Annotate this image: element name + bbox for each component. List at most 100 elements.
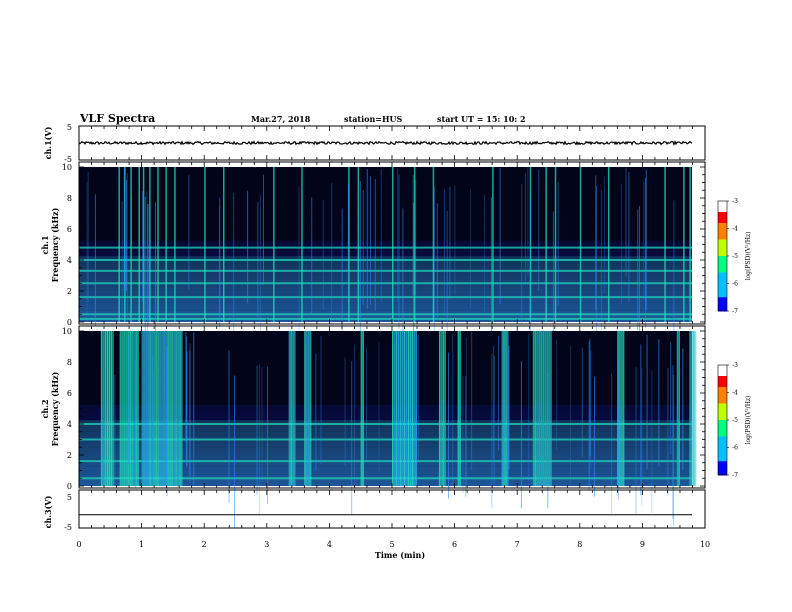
noise-band (79, 205, 692, 210)
noise-streak (144, 196, 146, 349)
burst-streak (550, 331, 552, 486)
noise-band (79, 263, 692, 268)
ch2-spectrogram (79, 331, 697, 529)
burst-line (222, 167, 225, 322)
ch2-channel-label: ch.2 (40, 399, 50, 418)
noise-streak (398, 174, 400, 329)
noise-streak (491, 353, 493, 508)
burst-streak (394, 331, 395, 486)
burst-streak (149, 331, 151, 486)
burst-region (360, 331, 364, 486)
noise-streak (219, 197, 221, 328)
colorbar-segment (718, 247, 727, 251)
noise-streak (125, 179, 127, 292)
noise-streak (556, 339, 558, 451)
burst-streak (416, 331, 417, 486)
burst-line (118, 167, 120, 322)
burst-streak (507, 331, 509, 486)
noise-streak (595, 175, 597, 311)
noise-streak (114, 374, 116, 486)
colorbar-tick-label: -6 (732, 445, 738, 452)
colorbar-segment (718, 425, 727, 429)
noise-band (79, 267, 692, 272)
burst-streak (100, 331, 102, 486)
burst-line (204, 167, 206, 322)
noise-streak (121, 201, 123, 318)
burst-streak (147, 331, 149, 486)
burst-streak (548, 331, 550, 486)
burst-streak (442, 331, 444, 486)
burst-streak (310, 331, 312, 486)
noise-band (79, 431, 692, 436)
noise-streak (152, 369, 154, 483)
ch1-spectrogram (79, 167, 692, 360)
noise-band (79, 443, 692, 448)
noise-band (79, 408, 692, 413)
noise-streak (267, 366, 269, 505)
burst-region (689, 331, 696, 486)
burst-streak (623, 331, 625, 486)
burst-line (392, 167, 394, 322)
colorbar-segment (718, 269, 727, 273)
colorbar-tick-label: -4 (732, 226, 738, 233)
noise-streak (193, 332, 195, 485)
noise-band (79, 167, 692, 171)
burst-line (124, 167, 126, 322)
colorbar-segment (718, 439, 727, 443)
burst-streak (161, 331, 163, 486)
colorbar-segment (718, 458, 727, 462)
noise-band (79, 400, 692, 405)
ch1-ytick-top: 5 (67, 123, 72, 132)
noise-band (79, 334, 692, 339)
colorbar-segment (718, 436, 727, 440)
noise-streak (370, 176, 372, 305)
noise-streak (673, 374, 675, 526)
noise-band (79, 287, 692, 291)
noise-streak (87, 171, 89, 303)
colorbar-segment (718, 384, 727, 388)
noise-streak (465, 376, 467, 497)
colorbar-segment (718, 469, 727, 473)
frequency-line (79, 296, 692, 299)
noise-streak (682, 348, 684, 470)
noise-streak (590, 351, 592, 469)
noise-streak (405, 361, 407, 474)
noise-streak (94, 194, 96, 327)
ch2-spectrogram-panel: ch.2 Frequency (kHz) (40, 325, 706, 529)
burst-line (554, 167, 557, 322)
noise-band (79, 225, 692, 229)
noise-streak (434, 186, 436, 339)
station-label: station=HUS (344, 114, 403, 124)
burst-streak (125, 331, 127, 486)
noise-band (79, 424, 692, 428)
burst-streak (131, 331, 133, 486)
colorbar-tick-label: -3 (732, 198, 738, 205)
noise-band (79, 462, 692, 467)
burst-streak (153, 331, 155, 486)
noise-streak (637, 209, 639, 330)
noise-band (79, 182, 692, 187)
burst-streak (503, 331, 505, 486)
noise-band (79, 447, 692, 452)
burst-line (273, 167, 275, 322)
noise-band (79, 439, 692, 444)
burst-line (492, 167, 494, 322)
burst-streak (691, 331, 693, 486)
x-tick-labels: 0 1 2 3 4 5 6 7 8 9 10 (76, 540, 710, 549)
noise-streak (135, 360, 137, 488)
burst-streak (676, 331, 678, 486)
burst-streak (155, 331, 157, 486)
noise-streak (588, 341, 590, 492)
colorbar-segment (718, 431, 727, 435)
ch2-colorbar: -3 -4 -5 -6 -7 log(PSD)(V²/Hz) (717, 362, 752, 479)
colorbar-segment (718, 373, 727, 377)
colorbar-segment (718, 387, 727, 391)
colorbar-tick-label: -6 (732, 281, 738, 288)
noise-streak (484, 194, 486, 312)
burst-streak (396, 331, 397, 486)
noise-streak (499, 167, 501, 304)
noise-streak (189, 350, 191, 483)
colorbar-segment (718, 300, 727, 304)
noise-streak (126, 173, 128, 319)
burst-streak (501, 331, 503, 486)
